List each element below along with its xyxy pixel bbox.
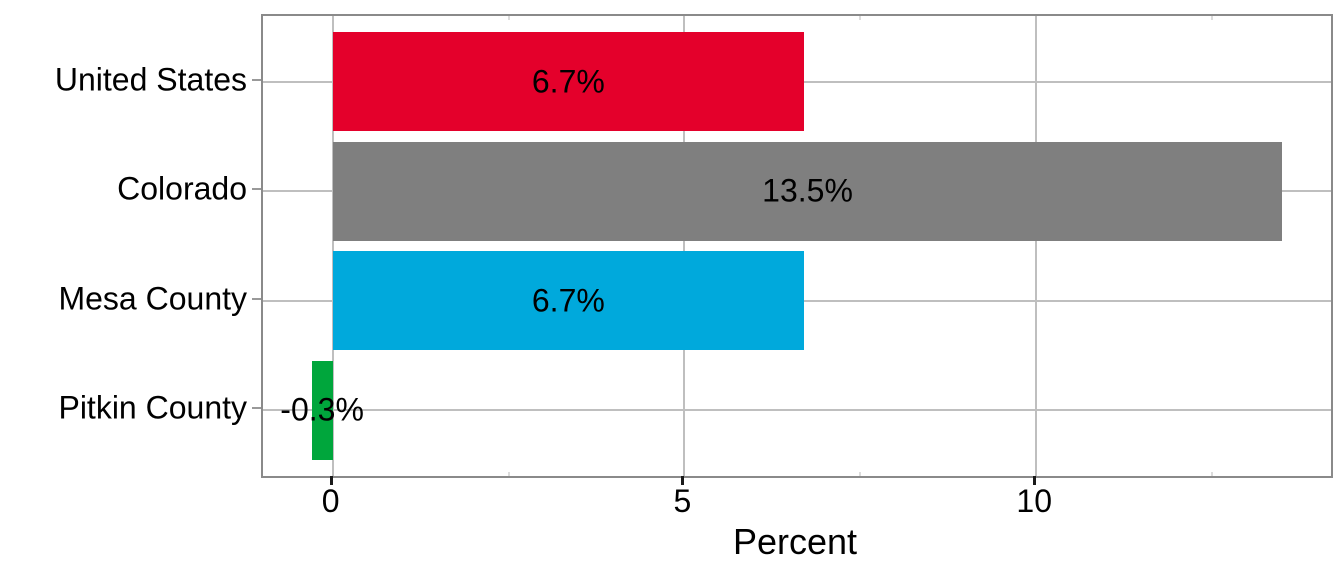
category-label-united-states: United States — [54, 61, 247, 98]
category-tick — [252, 78, 261, 81]
category-tick — [252, 407, 261, 410]
plot-panel: 6.7% 13.5% 6.7% -0.3% — [261, 14, 1333, 478]
x-minor-tick — [507, 16, 510, 20]
bar-pitkin-county — [311, 361, 333, 460]
bar-value-label: 13.5% — [762, 172, 853, 209]
x-tick-label: 0 — [321, 483, 340, 519]
x-tick-label: 5 — [673, 483, 692, 519]
category-label-colorado: Colorado — [117, 170, 247, 207]
x-minor-tick — [1211, 472, 1214, 476]
gridline-horizontal — [263, 409, 1331, 412]
x-minor-tick — [859, 16, 862, 20]
category-tick — [252, 188, 261, 191]
bar-value-label: 6.7% — [531, 63, 605, 100]
x-axis-title: Percent — [732, 521, 858, 562]
x-minor-tick — [1211, 16, 1214, 20]
gridline-vertical — [683, 16, 686, 476]
x-minor-tick — [507, 472, 510, 476]
x-axis-tick — [329, 476, 333, 485]
gridline-vertical — [331, 16, 334, 476]
category-label-mesa-county: Mesa County — [58, 280, 247, 317]
bar-united-states — [332, 32, 805, 131]
bar-colorado — [332, 141, 1283, 241]
bar-value-label: 6.7% — [531, 282, 605, 319]
x-minor-tick — [859, 472, 862, 476]
x-axis-tick — [681, 476, 685, 485]
category-tick — [252, 297, 261, 300]
gridline-vertical — [1035, 16, 1038, 476]
category-label-pitkin-county: Pitkin County — [58, 389, 247, 426]
x-tick-label: 10 — [1016, 483, 1052, 519]
x-axis-tick — [1033, 476, 1037, 485]
bar-value-label: -0.3% — [280, 391, 364, 428]
bar-mesa-county — [332, 251, 805, 351]
